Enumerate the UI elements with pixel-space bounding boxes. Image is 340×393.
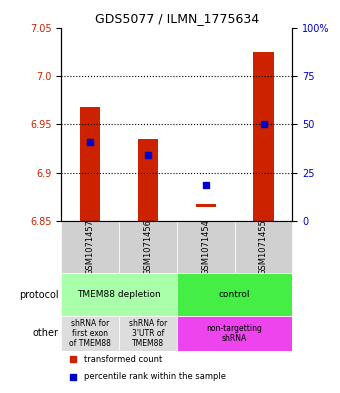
FancyBboxPatch shape [177, 316, 292, 351]
FancyBboxPatch shape [61, 273, 177, 316]
Text: GSM1071456: GSM1071456 [143, 219, 152, 275]
Text: TMEM88 depletion: TMEM88 depletion [77, 290, 161, 299]
FancyBboxPatch shape [177, 221, 235, 273]
FancyBboxPatch shape [61, 316, 119, 351]
Text: transformed count: transformed count [84, 355, 163, 364]
FancyBboxPatch shape [235, 221, 292, 273]
FancyBboxPatch shape [61, 221, 119, 273]
Text: shRNA for
first exon
of TMEM88: shRNA for first exon of TMEM88 [69, 319, 111, 348]
Bar [80, 107, 100, 221]
Text: shRNA for
3'UTR of
TMEM88: shRNA for 3'UTR of TMEM88 [129, 319, 167, 348]
Text: GSM1071455: GSM1071455 [259, 219, 268, 275]
Text: other: other [32, 329, 58, 338]
Text: non-targetting
shRNA: non-targetting shRNA [207, 324, 262, 343]
Text: GSM1071454: GSM1071454 [201, 219, 210, 275]
Bar [253, 52, 274, 221]
Text: protocol: protocol [19, 290, 58, 299]
FancyBboxPatch shape [177, 273, 292, 316]
Title: GDS5077 / ILMN_1775634: GDS5077 / ILMN_1775634 [95, 12, 259, 25]
Bar [195, 204, 216, 207]
Text: GSM1071457: GSM1071457 [86, 219, 95, 275]
Bar [138, 139, 158, 221]
Text: control: control [219, 290, 250, 299]
FancyBboxPatch shape [119, 316, 177, 351]
Text: percentile rank within the sample: percentile rank within the sample [84, 372, 226, 381]
FancyBboxPatch shape [119, 221, 177, 273]
